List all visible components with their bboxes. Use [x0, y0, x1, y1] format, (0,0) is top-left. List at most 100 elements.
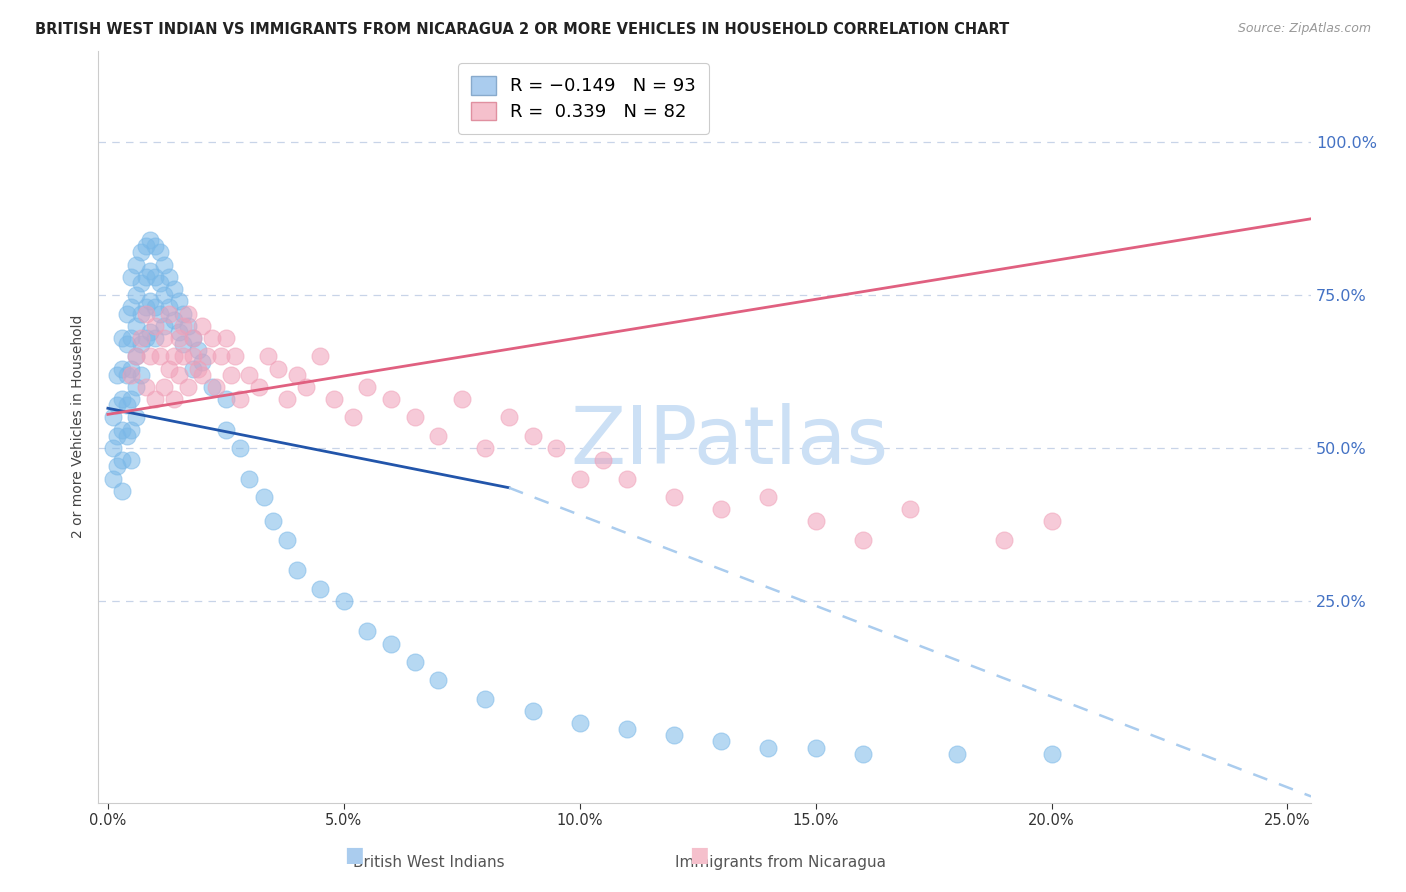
Point [115, 368, 138, 382]
Point [181, 361, 204, 376]
Point [852, 533, 875, 547]
Point [201, 331, 224, 345]
Point [177, 380, 200, 394]
Point [121, 453, 143, 467]
Point [229, 392, 252, 406]
Point [404, 410, 426, 425]
Point [111, 453, 134, 467]
Point [356, 624, 378, 639]
Point [129, 245, 152, 260]
Point [191, 368, 214, 382]
Point [157, 361, 180, 376]
Point [121, 269, 143, 284]
Point [139, 294, 162, 309]
Point [129, 331, 152, 345]
Point [115, 306, 138, 320]
Point [710, 734, 733, 748]
Point [105, 398, 128, 412]
Point [380, 392, 402, 406]
Point [309, 349, 332, 363]
Point [153, 318, 176, 333]
Point [153, 380, 176, 394]
Point [125, 349, 148, 363]
Point [101, 472, 124, 486]
Text: British West Indians: British West Indians [353, 855, 505, 870]
Point [1040, 514, 1063, 528]
Point [616, 472, 638, 486]
Point [125, 258, 148, 272]
Point [143, 301, 166, 315]
Point [177, 318, 200, 333]
Point [323, 392, 346, 406]
Point [121, 368, 143, 382]
Point [804, 514, 827, 528]
Point [167, 325, 190, 339]
Point [135, 239, 157, 253]
Point [149, 245, 172, 260]
Point [238, 368, 260, 382]
Point [143, 269, 166, 284]
Point [101, 410, 124, 425]
Point [333, 594, 356, 608]
Point [121, 423, 143, 437]
Point [157, 301, 180, 315]
Point [215, 331, 238, 345]
Point [191, 318, 214, 333]
Point [522, 704, 544, 718]
Point [101, 441, 124, 455]
Point [153, 331, 176, 345]
Point [105, 459, 128, 474]
Text: BRITISH WEST INDIAN VS IMMIGRANTS FROM NICARAGUA 2 OR MORE VEHICLES IN HOUSEHOLD: BRITISH WEST INDIAN VS IMMIGRANTS FROM N… [35, 22, 1010, 37]
Point [247, 380, 270, 394]
Point [111, 483, 134, 498]
Point [186, 361, 208, 376]
Point [115, 429, 138, 443]
Point [758, 490, 780, 504]
Point [257, 349, 280, 363]
Point [111, 331, 134, 345]
Point [135, 306, 157, 320]
Point [129, 276, 152, 290]
Point [125, 380, 148, 394]
Point [139, 264, 162, 278]
Y-axis label: 2 or more Vehicles in Household: 2 or more Vehicles in Household [72, 315, 86, 538]
Point [177, 306, 200, 320]
Point [121, 301, 143, 315]
Point [946, 747, 969, 761]
Point [139, 233, 162, 247]
Point [125, 288, 148, 302]
Point [262, 514, 284, 528]
Point [758, 740, 780, 755]
Point [342, 410, 364, 425]
Point [380, 637, 402, 651]
Point [157, 306, 180, 320]
Point [195, 349, 218, 363]
Point [125, 410, 148, 425]
Point [181, 331, 204, 345]
Point [121, 361, 143, 376]
Point [139, 349, 162, 363]
Point [143, 318, 166, 333]
Point [149, 276, 172, 290]
Point [1040, 747, 1063, 761]
Point [115, 398, 138, 412]
Point [215, 423, 238, 437]
Point [898, 502, 921, 516]
Point [267, 361, 290, 376]
Point [121, 392, 143, 406]
Point [163, 312, 186, 326]
Point [115, 337, 138, 351]
Point [568, 472, 591, 486]
Point [172, 318, 194, 333]
Point [191, 355, 214, 369]
Point [356, 380, 378, 394]
Point [167, 294, 190, 309]
Point [163, 392, 186, 406]
Point [135, 331, 157, 345]
Point [546, 441, 568, 455]
Point [172, 306, 194, 320]
Point [427, 429, 450, 443]
Point [205, 380, 228, 394]
Point [309, 582, 332, 596]
Point [135, 380, 157, 394]
